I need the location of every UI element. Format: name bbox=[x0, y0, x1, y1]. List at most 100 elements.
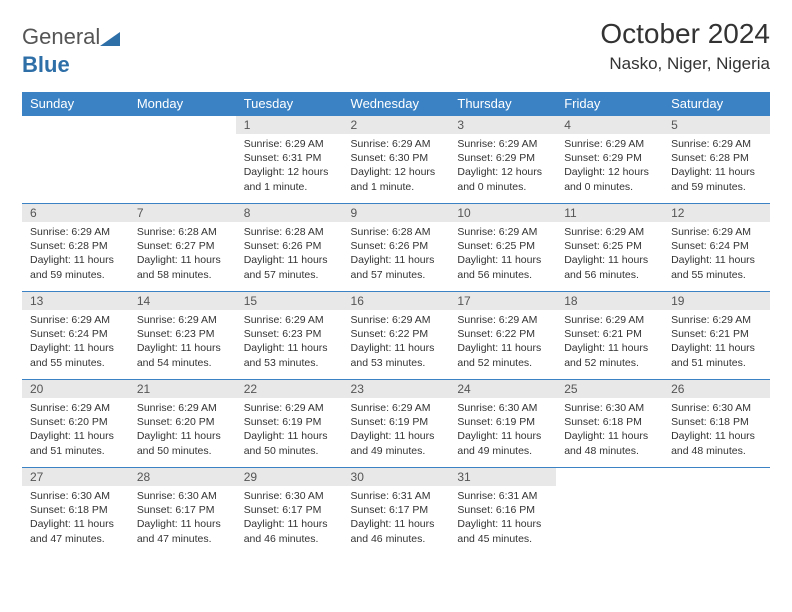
daylight-text: Daylight: 11 hours and 59 minutes. bbox=[30, 253, 121, 281]
day-details: Sunrise: 6:29 AMSunset: 6:29 PMDaylight:… bbox=[449, 134, 556, 200]
day-number: 3 bbox=[449, 116, 556, 134]
day-number: 9 bbox=[343, 204, 450, 222]
daylight-text: Daylight: 12 hours and 0 minutes. bbox=[564, 165, 655, 193]
day-number: 12 bbox=[663, 204, 770, 222]
month-title: October 2024 bbox=[600, 18, 770, 50]
daylight-text: Daylight: 11 hours and 57 minutes. bbox=[244, 253, 335, 281]
day-details: Sunrise: 6:28 AMSunset: 6:27 PMDaylight:… bbox=[129, 222, 236, 288]
day-details: Sunrise: 6:29 AMSunset: 6:30 PMDaylight:… bbox=[343, 134, 450, 200]
sunset-text: Sunset: 6:29 PM bbox=[457, 151, 548, 165]
calendar-day-cell: 16Sunrise: 6:29 AMSunset: 6:22 PMDayligh… bbox=[343, 292, 450, 380]
day-number: 20 bbox=[22, 380, 129, 398]
sunset-text: Sunset: 6:23 PM bbox=[244, 327, 335, 341]
sunrise-text: Sunrise: 6:29 AM bbox=[351, 313, 442, 327]
calendar-day-cell: 5Sunrise: 6:29 AMSunset: 6:28 PMDaylight… bbox=[663, 116, 770, 204]
calendar-day-cell: 24Sunrise: 6:30 AMSunset: 6:19 PMDayligh… bbox=[449, 380, 556, 468]
sunset-text: Sunset: 6:18 PM bbox=[671, 415, 762, 429]
daylight-text: Daylight: 11 hours and 53 minutes. bbox=[351, 341, 442, 369]
sunset-text: Sunset: 6:26 PM bbox=[244, 239, 335, 253]
calendar-week-row: 27Sunrise: 6:30 AMSunset: 6:18 PMDayligh… bbox=[22, 468, 770, 556]
day-details: Sunrise: 6:29 AMSunset: 6:31 PMDaylight:… bbox=[236, 134, 343, 200]
day-number: 5 bbox=[663, 116, 770, 134]
sunrise-text: Sunrise: 6:29 AM bbox=[671, 137, 762, 151]
day-number: 13 bbox=[22, 292, 129, 310]
day-number: 2 bbox=[343, 116, 450, 134]
brand-triangle-icon bbox=[100, 26, 120, 52]
day-details: Sunrise: 6:29 AMSunset: 6:24 PMDaylight:… bbox=[663, 222, 770, 288]
calendar-table: SundayMondayTuesdayWednesdayThursdayFrid… bbox=[22, 92, 770, 556]
daylight-text: Daylight: 11 hours and 45 minutes. bbox=[457, 517, 548, 545]
weekday-header: Wednesday bbox=[343, 92, 450, 116]
day-number: 29 bbox=[236, 468, 343, 486]
sunset-text: Sunset: 6:17 PM bbox=[137, 503, 228, 517]
day-details: Sunrise: 6:30 AMSunset: 6:19 PMDaylight:… bbox=[449, 398, 556, 464]
daylight-text: Daylight: 12 hours and 1 minute. bbox=[244, 165, 335, 193]
daylight-text: Daylight: 11 hours and 48 minutes. bbox=[671, 429, 762, 457]
calendar-day-cell: 4Sunrise: 6:29 AMSunset: 6:29 PMDaylight… bbox=[556, 116, 663, 204]
calendar-day-cell: 31Sunrise: 6:31 AMSunset: 6:16 PMDayligh… bbox=[449, 468, 556, 556]
calendar-day-cell: 30Sunrise: 6:31 AMSunset: 6:17 PMDayligh… bbox=[343, 468, 450, 556]
day-number: 10 bbox=[449, 204, 556, 222]
sunrise-text: Sunrise: 6:31 AM bbox=[457, 489, 548, 503]
sunset-text: Sunset: 6:21 PM bbox=[671, 327, 762, 341]
calendar-day-cell: 25Sunrise: 6:30 AMSunset: 6:18 PMDayligh… bbox=[556, 380, 663, 468]
location-subtitle: Nasko, Niger, Nigeria bbox=[600, 54, 770, 74]
daylight-text: Daylight: 11 hours and 52 minutes. bbox=[564, 341, 655, 369]
day-details: Sunrise: 6:29 AMSunset: 6:19 PMDaylight:… bbox=[343, 398, 450, 464]
calendar-day-cell: 18Sunrise: 6:29 AMSunset: 6:21 PMDayligh… bbox=[556, 292, 663, 380]
sunrise-text: Sunrise: 6:29 AM bbox=[137, 313, 228, 327]
sunrise-text: Sunrise: 6:29 AM bbox=[351, 401, 442, 415]
daylight-text: Daylight: 11 hours and 49 minutes. bbox=[351, 429, 442, 457]
calendar-day-cell: 22Sunrise: 6:29 AMSunset: 6:19 PMDayligh… bbox=[236, 380, 343, 468]
calendar-week-row: 20Sunrise: 6:29 AMSunset: 6:20 PMDayligh… bbox=[22, 380, 770, 468]
title-block: October 2024 Nasko, Niger, Nigeria bbox=[600, 18, 770, 74]
sunrise-text: Sunrise: 6:29 AM bbox=[671, 225, 762, 239]
sunrise-text: Sunrise: 6:30 AM bbox=[30, 489, 121, 503]
daylight-text: Daylight: 11 hours and 55 minutes. bbox=[671, 253, 762, 281]
calendar-empty-cell bbox=[663, 468, 770, 556]
calendar-empty-cell bbox=[556, 468, 663, 556]
day-details: Sunrise: 6:29 AMSunset: 6:21 PMDaylight:… bbox=[556, 310, 663, 376]
calendar-week-row: 13Sunrise: 6:29 AMSunset: 6:24 PMDayligh… bbox=[22, 292, 770, 380]
day-number: 1 bbox=[236, 116, 343, 134]
sunrise-text: Sunrise: 6:30 AM bbox=[564, 401, 655, 415]
calendar-day-cell: 20Sunrise: 6:29 AMSunset: 6:20 PMDayligh… bbox=[22, 380, 129, 468]
sunset-text: Sunset: 6:23 PM bbox=[137, 327, 228, 341]
day-number: 7 bbox=[129, 204, 236, 222]
sunset-text: Sunset: 6:19 PM bbox=[457, 415, 548, 429]
day-number: 14 bbox=[129, 292, 236, 310]
sunset-text: Sunset: 6:28 PM bbox=[30, 239, 121, 253]
day-number: 27 bbox=[22, 468, 129, 486]
day-details: Sunrise: 6:29 AMSunset: 6:24 PMDaylight:… bbox=[22, 310, 129, 376]
calendar-empty-cell bbox=[129, 116, 236, 204]
day-details: Sunrise: 6:30 AMSunset: 6:18 PMDaylight:… bbox=[556, 398, 663, 464]
sunset-text: Sunset: 6:22 PM bbox=[457, 327, 548, 341]
day-number: 19 bbox=[663, 292, 770, 310]
calendar-day-cell: 6 Sunrise: 6:29 AMSunset: 6:28 PMDaylight… bbox=[22, 204, 129, 292]
sunset-text: Sunset: 6:24 PM bbox=[671, 239, 762, 253]
day-details: Sunrise: 6:29 AMSunset: 6:23 PMDaylight:… bbox=[129, 310, 236, 376]
day-number: 8 bbox=[236, 204, 343, 222]
daylight-text: Daylight: 11 hours and 58 minutes. bbox=[137, 253, 228, 281]
sunrise-text: Sunrise: 6:29 AM bbox=[457, 313, 548, 327]
sunrise-text: Sunrise: 6:29 AM bbox=[30, 225, 121, 239]
daylight-text: Daylight: 11 hours and 48 minutes. bbox=[564, 429, 655, 457]
calendar-day-cell: 14Sunrise: 6:29 AMSunset: 6:23 PMDayligh… bbox=[129, 292, 236, 380]
weekday-header: Friday bbox=[556, 92, 663, 116]
calendar-day-cell: 1Sunrise: 6:29 AMSunset: 6:31 PMDaylight… bbox=[236, 116, 343, 204]
sunrise-text: Sunrise: 6:31 AM bbox=[351, 489, 442, 503]
sunrise-text: Sunrise: 6:28 AM bbox=[244, 225, 335, 239]
day-number: 6 bbox=[22, 204, 129, 222]
weekday-header: Tuesday bbox=[236, 92, 343, 116]
calendar-day-cell: 7Sunrise: 6:28 AMSunset: 6:27 PMDaylight… bbox=[129, 204, 236, 292]
sunset-text: Sunset: 6:17 PM bbox=[244, 503, 335, 517]
calendar-day-cell: 19Sunrise: 6:29 AMSunset: 6:21 PMDayligh… bbox=[663, 292, 770, 380]
day-number: 16 bbox=[343, 292, 450, 310]
sunrise-text: Sunrise: 6:29 AM bbox=[30, 401, 121, 415]
daylight-text: Daylight: 11 hours and 49 minutes. bbox=[457, 429, 548, 457]
day-number: 28 bbox=[129, 468, 236, 486]
calendar-week-row: 6Sunrise: 6:29 AMSunset: 6:28 PMDaylight… bbox=[22, 204, 770, 292]
calendar-day-cell: 3Sunrise: 6:29 AMSunset: 6:29 PMDaylight… bbox=[449, 116, 556, 204]
calendar-day-cell: 11Sunrise: 6:29 AMSunset: 6:25 PMDayligh… bbox=[556, 204, 663, 292]
sunrise-text: Sunrise: 6:29 AM bbox=[351, 137, 442, 151]
